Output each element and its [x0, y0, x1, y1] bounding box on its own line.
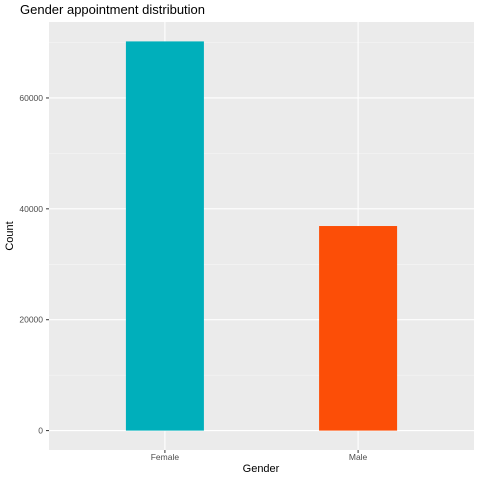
y-axis: 0 20000 40000 60000: [19, 93, 49, 436]
bars-group: [125, 41, 398, 431]
x-tick-label-female: Female: [151, 452, 180, 462]
y-tick-label: 0: [38, 426, 43, 436]
plot-panel: [49, 22, 474, 450]
y-tick-label: 20000: [19, 315, 43, 325]
x-tick-label-male: Male: [349, 452, 368, 462]
y-axis-title: Count: [4, 221, 16, 250]
bar-female: [125, 41, 204, 431]
chart-title: Gender appointment distribution: [20, 2, 205, 17]
grid-minor-lines: [49, 42, 474, 376]
y-tick-label: 40000: [19, 204, 43, 214]
x-axis: Female Male: [151, 450, 368, 462]
x-axis-title: Gender: [243, 463, 280, 475]
y-tick-label: 60000: [19, 93, 43, 103]
bar-male: [319, 226, 398, 431]
